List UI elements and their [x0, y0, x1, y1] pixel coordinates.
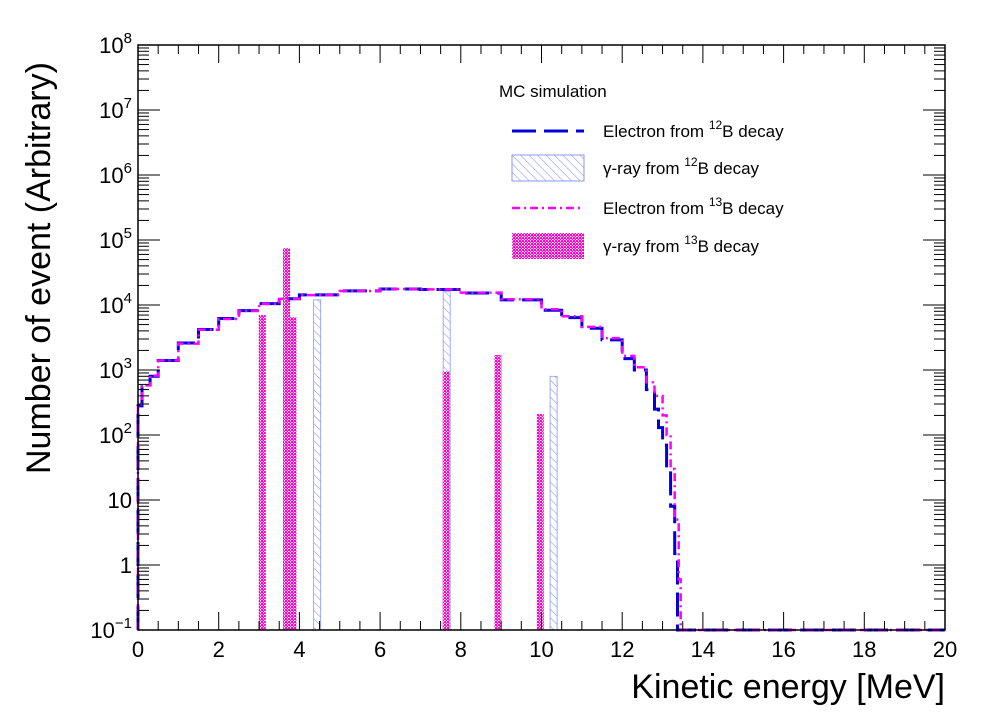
gamma13-peak-4	[494, 355, 502, 630]
y-tick-label: 105	[99, 225, 132, 253]
y-tick-label: 1	[120, 553, 132, 578]
legend: MC simulation Electron from 12B decay γ-ra…	[499, 82, 784, 259]
y-tick-label: 10	[108, 488, 132, 513]
x-tick-label: 18	[852, 637, 876, 662]
x-tick-label: 0	[132, 637, 144, 662]
gamma13-peak-5	[536, 414, 544, 630]
y-tick-label: 103	[99, 355, 132, 383]
gamma13-peak-3	[442, 371, 450, 630]
x-tick-label: 16	[771, 637, 795, 662]
x-tick-label: 14	[691, 637, 715, 662]
gamma13-peak-1	[282, 248, 290, 630]
x-tick-label: 10	[529, 637, 553, 662]
y-tick-label: 102	[99, 420, 132, 448]
electron13-line	[136, 287, 945, 632]
x-axis-title: Kinetic energy [MeV]	[631, 668, 945, 706]
legend-swatch-gamma12	[511, 154, 585, 182]
legend-swatch-gamma13	[512, 233, 584, 259]
x-tick-label: 20	[933, 637, 957, 662]
electron-spectra-layer	[136, 287, 945, 632]
y-axis-title: Number of event (Arbitrary)	[20, 62, 58, 474]
y-tick-label: 107	[99, 95, 132, 123]
legend-label-1: γ-ray from 12B decay	[603, 155, 760, 178]
y-tick-label: 10−1	[90, 615, 132, 643]
gamma12-peak-2	[549, 375, 558, 631]
x-tick-label: 8	[455, 637, 467, 662]
y-tick-label: 108	[99, 30, 132, 58]
gamma-peaks-layer	[258, 248, 558, 631]
gamma12-peak-0	[313, 299, 322, 631]
y-tick-label: 106	[99, 160, 132, 188]
legend-title: MC simulation	[499, 82, 607, 101]
gamma13-peak-0	[258, 315, 266, 630]
gamma13-peak-2	[289, 317, 297, 630]
x-tick-label: 6	[374, 637, 386, 662]
axes-frame: 0 2 4 6 8 10 12 14 16 18 20 10−1 1 10 102 103 104 105 106 1…	[90, 30, 957, 662]
x-tick-label: 12	[610, 637, 634, 662]
legend-label-2: Electron from 13B decay	[603, 195, 784, 218]
y-tick-label: 104	[99, 290, 132, 318]
x-tick-label: 2	[213, 637, 225, 662]
legend-label-3: γ-ray from 13B decay	[603, 233, 760, 256]
x-tick-label: 4	[293, 637, 305, 662]
legend-label-0: Electron from 12B decay	[603, 118, 784, 141]
